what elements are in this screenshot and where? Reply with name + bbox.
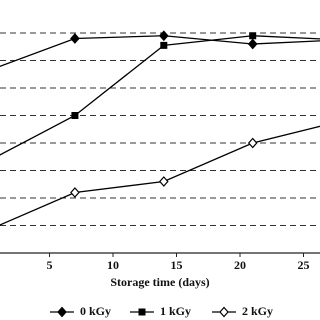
x-tick-label: 20: [234, 258, 246, 272]
marker: [159, 30, 169, 42]
x-tick-label: 5: [47, 258, 53, 272]
marker: [247, 38, 258, 50]
marker: [160, 41, 168, 49]
legend-label: 0 kGy: [80, 304, 111, 318]
series-line: [0, 35, 320, 68]
marker: [70, 33, 80, 44]
legend-marker: [219, 306, 229, 318]
x-tick-label: 25: [297, 258, 309, 272]
marker: [159, 176, 169, 187]
marker: [249, 32, 257, 40]
series-line: [0, 125, 320, 226]
marker: [70, 187, 80, 198]
x-tick-label: 15: [171, 258, 183, 272]
plot-area: [0, 30, 320, 226]
x-tick-label: 10: [107, 258, 119, 272]
legend-label: 2 kGy: [242, 304, 273, 318]
legend-marker: [57, 306, 67, 318]
legend-marker: [138, 308, 146, 316]
marker: [247, 137, 258, 149]
legend-label: 1 kGy: [160, 304, 191, 318]
x-axis-label: Storage time (days): [110, 275, 209, 289]
marker: [71, 112, 79, 119]
